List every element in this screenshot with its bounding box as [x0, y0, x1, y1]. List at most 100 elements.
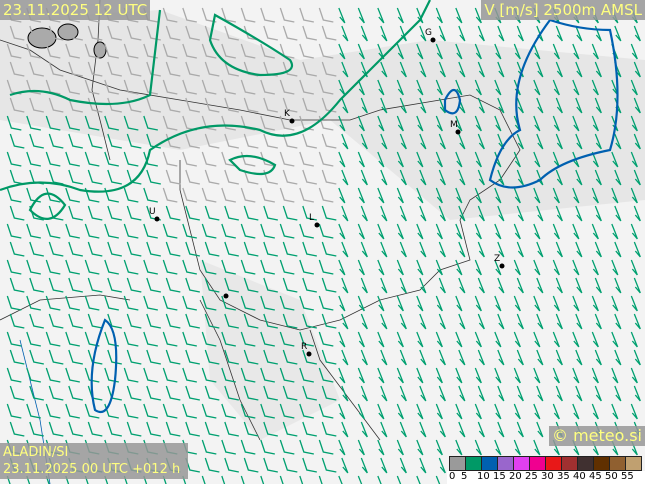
wind-barb — [435, 115, 443, 132]
wind-barb — [575, 25, 583, 42]
wind-barb — [318, 295, 334, 311]
wind-barb — [240, 295, 256, 311]
wind-barb — [240, 439, 256, 455]
wind-barb — [536, 205, 544, 222]
wind-barb — [419, 205, 427, 222]
wind-barb — [594, 277, 602, 294]
wind-barb — [360, 385, 368, 402]
wind-barb — [474, 331, 482, 348]
wind-barb — [396, 7, 404, 24]
wind-barb — [341, 133, 349, 150]
wind-barb — [494, 439, 502, 456]
wind-barb — [338, 187, 346, 204]
border-line — [91, 0, 111, 161]
wind-barb — [201, 439, 217, 455]
wind-barb — [123, 331, 139, 347]
wind-barb — [611, 259, 619, 276]
wind-barb — [263, 97, 278, 113]
wind-barb — [146, 61, 161, 77]
wind-barb — [107, 25, 122, 41]
city-marker — [314, 222, 320, 228]
wind-barb — [221, 403, 236, 419]
wind-barb — [377, 367, 385, 384]
wind-barb — [357, 223, 365, 240]
wind-barb — [68, 169, 83, 185]
wind-barb — [338, 223, 346, 240]
wind-barb — [282, 349, 298, 365]
wind-barb — [399, 61, 407, 78]
wind-barb — [243, 277, 259, 293]
wind-barb — [224, 133, 239, 149]
wind-barb — [552, 43, 560, 60]
wind-barb — [243, 241, 259, 257]
wind-barb — [360, 457, 368, 474]
wind-barb — [321, 457, 337, 473]
wind-barb — [494, 367, 502, 384]
wind-barb — [572, 367, 580, 384]
wind-barb — [146, 97, 161, 113]
isotach-10 — [488, 18, 619, 189]
wind-barb — [338, 295, 346, 312]
wind-barb — [455, 223, 463, 240]
wind-barb — [341, 457, 349, 474]
wind-barb — [299, 331, 314, 347]
wind-barb — [260, 331, 275, 347]
wind-barb — [611, 295, 619, 312]
wind-barb — [536, 61, 544, 78]
wind-barb — [633, 349, 641, 366]
wind-barb — [318, 439, 334, 455]
wind-barb — [126, 205, 142, 221]
wind-barb — [380, 241, 388, 258]
wind-barb — [185, 133, 200, 149]
wind-barb — [357, 151, 365, 168]
wind-barb — [221, 115, 236, 131]
wind-barb — [221, 331, 236, 347]
wind-barb — [185, 25, 200, 41]
wind-barb — [263, 133, 278, 149]
legend-tick: 50 — [605, 471, 618, 482]
wind-barb — [65, 259, 80, 275]
city-label: L — [309, 213, 315, 223]
wind-barb — [360, 421, 368, 438]
wind-barb — [48, 421, 64, 437]
wind-barb — [299, 403, 314, 419]
wind-barb — [594, 241, 602, 258]
wind-barb — [165, 205, 181, 221]
wind-barb — [29, 97, 44, 113]
legend-swatch — [481, 456, 498, 471]
wind-barb — [204, 169, 220, 185]
legend-swatch — [513, 456, 530, 471]
wind-barb — [9, 349, 25, 365]
wind-barb — [87, 313, 103, 329]
wind-barb — [123, 115, 139, 131]
wind-barb — [68, 385, 83, 401]
wind-barb — [123, 43, 139, 59]
wind-barb — [516, 277, 524, 294]
wind-barb — [48, 349, 64, 365]
wind-barb — [396, 43, 404, 60]
wind-barb — [552, 115, 560, 132]
wind-barb — [243, 133, 259, 149]
wind-barb — [282, 205, 298, 221]
wind-barb — [380, 61, 388, 78]
wind-barb — [185, 421, 200, 437]
wind-barb — [240, 367, 256, 383]
wind-barb — [126, 241, 142, 257]
wind-barb — [416, 259, 424, 276]
wind-barb — [221, 259, 236, 275]
wind-barb — [29, 421, 44, 437]
wind-barb — [396, 331, 404, 348]
wind-barb — [6, 187, 22, 203]
wind-barb — [243, 313, 259, 329]
wind-barb — [165, 25, 181, 41]
wind-barb — [455, 259, 463, 276]
wind-barb — [630, 43, 638, 60]
wind-barb — [572, 43, 580, 60]
wind-barb — [591, 259, 599, 276]
wind-barb — [338, 259, 346, 276]
wind-barb — [630, 331, 638, 348]
wind-barb — [614, 169, 622, 186]
wind-barb — [182, 367, 197, 383]
wind-barb — [318, 475, 323, 484]
wind-barb — [48, 25, 64, 41]
